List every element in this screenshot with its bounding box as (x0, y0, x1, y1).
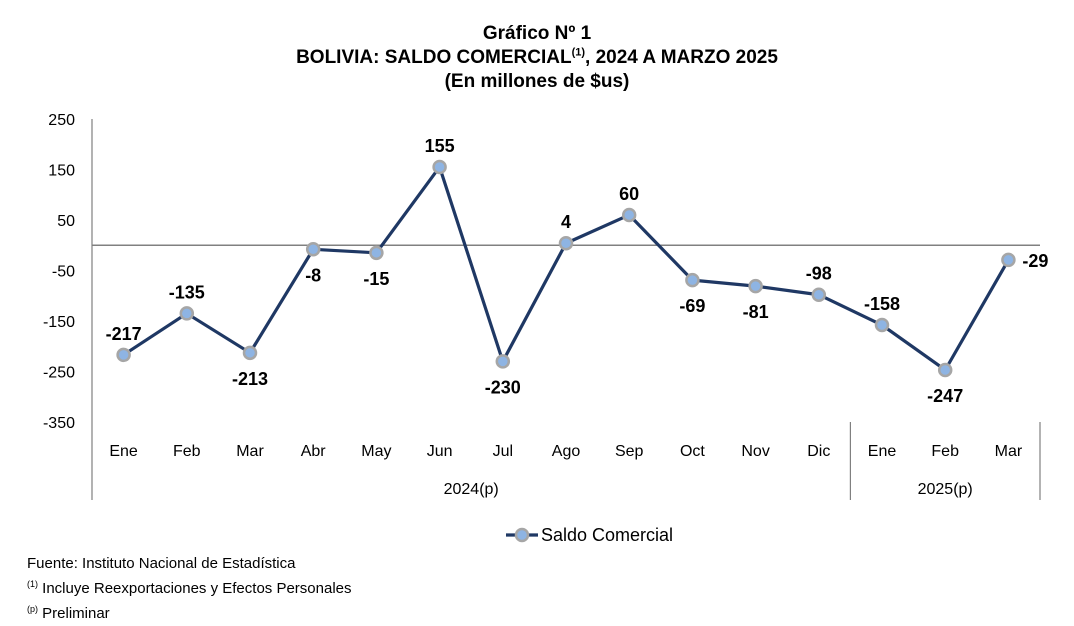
y-tick-label: -50 (52, 264, 75, 281)
x-tick-label: Feb (931, 443, 959, 460)
data-point (369, 245, 384, 261)
x-tick-label: Abr (301, 443, 327, 460)
x-tick-label: Oct (680, 443, 705, 460)
data-label: -81 (743, 302, 769, 322)
legend: Saldo Comercial (506, 525, 673, 545)
data-point (874, 317, 890, 333)
x-tick-label: Ene (868, 443, 897, 460)
data-label: -98 (806, 264, 832, 284)
data-point (495, 354, 511, 369)
data-point (305, 242, 321, 257)
x-tick-label: Ene (109, 443, 138, 460)
group-label: 2024(p) (444, 481, 499, 498)
y-tick-label: 250 (48, 112, 75, 129)
y-tick-label: 150 (48, 163, 75, 180)
y-tick-label: -150 (43, 314, 75, 331)
chart-subtitle: BOLIVIA: SALDO COMERCIAL(1), 2024 A MARZ… (0, 46, 1074, 70)
axes: 250 150 50 -50 -150 -250 -350 Ene Feb Mar Abr May Ju… (43, 112, 1041, 500)
data-label: -15 (363, 269, 389, 289)
footnote-1-text: Incluye Reexportaciones y Efectos Person… (38, 580, 352, 597)
data-label: -69 (679, 296, 705, 316)
data-label: -230 (485, 377, 521, 397)
data-label: 4 (561, 212, 571, 232)
data-label: 155 (425, 136, 455, 156)
x-tick-label: Dic (807, 443, 830, 460)
x-tick-label: Sep (615, 443, 644, 460)
data-label: -8 (305, 265, 321, 285)
data-label: -135 (169, 282, 205, 302)
chart-units: (En millones de $us) (444, 71, 630, 92)
x-tick-label: Mar (236, 443, 264, 460)
series-line (122, 165, 1010, 372)
footnote-p-text: Preliminar (38, 605, 110, 622)
footnote-1-mark: (1) (27, 579, 38, 589)
data-label: -158 (864, 294, 900, 314)
subtitle-footnote-mark: (1) (571, 46, 586, 59)
x-tick-label: Jul (493, 443, 513, 460)
data-point (937, 362, 953, 378)
footnote-p-mark: (p) (27, 604, 38, 614)
y-tick-label: -250 (43, 365, 75, 382)
data-point (621, 207, 637, 223)
data-point (685, 272, 700, 288)
legend-label: Saldo Comercial (541, 525, 673, 545)
y-tick-label: -350 (43, 415, 75, 432)
data-point (116, 347, 131, 363)
x-tick-label: Jun (427, 443, 453, 460)
x-tick-label: May (361, 443, 391, 460)
data-point (558, 235, 574, 251)
data-point (179, 306, 195, 321)
y-tick-label: 50 (57, 213, 75, 230)
subtitle-period: , 2024 A MARZO 2025 (585, 47, 778, 68)
footnotes: Fuente: Instituto Nacional de Estadístic… (27, 554, 352, 624)
footnote-p: (p) Preliminar (27, 599, 352, 624)
data-label: -29 (1022, 251, 1048, 271)
data-label: -217 (106, 324, 142, 344)
data-label: -247 (927, 386, 963, 406)
data-point (811, 287, 827, 302)
source-note: Fuente: Instituto Nacional de Estadístic… (27, 555, 296, 572)
group-label: 2025(p) (918, 481, 973, 498)
data-label: 60 (619, 184, 639, 204)
x-tick-label: Feb (173, 443, 201, 460)
data-point (1001, 252, 1016, 268)
data-point (432, 159, 447, 175)
subtitle-text: BOLIVIA: SALDO COMERCIAL (296, 47, 572, 68)
series-saldo-comercial: -217 -135 -213 -8 -15 155 -230 4 60 -69 -81 -98 -158… (106, 136, 1049, 406)
x-tick-label: Nov (741, 443, 769, 460)
footnote-1: (1) Incluye Reexportaciones y Efectos Pe… (27, 574, 352, 599)
legend-marker (514, 527, 530, 543)
x-tick-label: Mar (995, 443, 1023, 460)
chart-title-block: Gráfico Nº 1 BOLIVIA: SALDO COMERCIAL(1)… (0, 22, 1074, 94)
data-point (242, 345, 258, 361)
data-label: -213 (232, 369, 268, 389)
x-tick-label: Ago (552, 443, 581, 460)
chart-title: Gráfico Nº 1 (482, 23, 592, 44)
data-point (748, 278, 763, 294)
